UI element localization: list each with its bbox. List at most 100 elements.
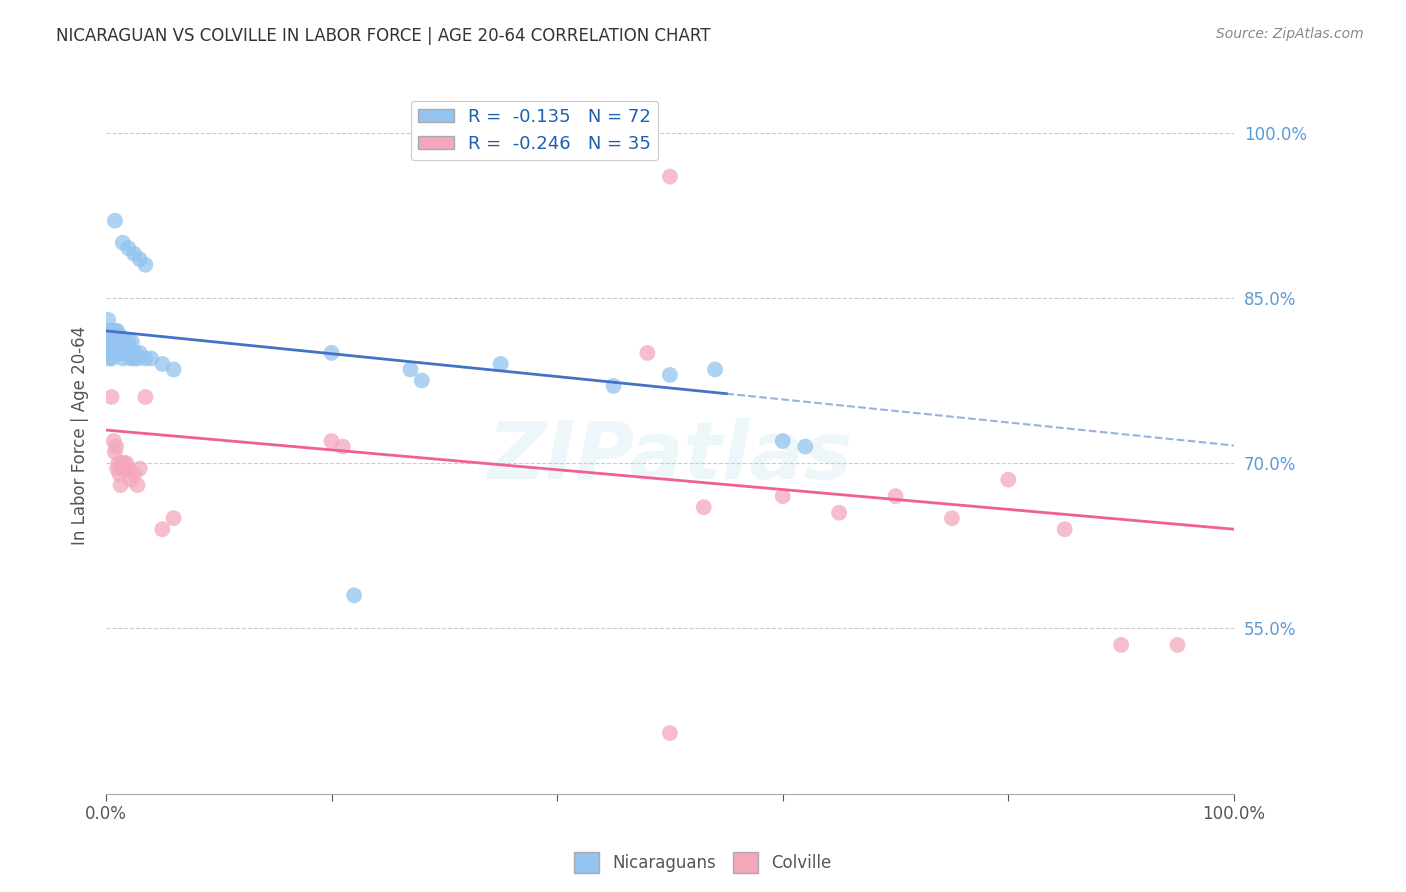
Point [997, 473, 1019, 487]
Point [107, 329, 129, 343]
Point [110, 346, 132, 360]
Point [343, 588, 366, 602]
Point [127, 478, 149, 492]
Point [121, 334, 143, 349]
Point [104, 340, 127, 354]
Point [704, 362, 727, 376]
Point [105, 440, 128, 454]
Point [111, 346, 134, 360]
Point [658, 169, 681, 184]
Point [111, 235, 134, 250]
Point [104, 445, 127, 459]
Point [794, 440, 817, 454]
Point [128, 252, 150, 267]
Point [115, 340, 138, 354]
Point [107, 334, 129, 349]
Point [117, 334, 139, 349]
Point [107, 456, 129, 470]
Point [117, 346, 139, 360]
Point [96, 334, 118, 349]
Point [127, 351, 149, 366]
Point [111, 461, 134, 475]
Point [105, 346, 128, 360]
Point [128, 461, 150, 475]
Point [122, 346, 145, 360]
Point [103, 334, 125, 349]
Point [122, 351, 145, 366]
Point [941, 511, 963, 525]
Point [104, 213, 127, 227]
Point [105, 340, 128, 354]
Point [112, 456, 135, 470]
Point [101, 334, 124, 349]
Text: NICARAGUAN VS COLVILLE IN LABOR FORCE | AGE 20-64 CORRELATION CHART: NICARAGUAN VS COLVILLE IN LABOR FORCE | … [56, 27, 711, 45]
Point [111, 456, 134, 470]
Point [105, 324, 128, 338]
Point [134, 351, 156, 366]
Point [111, 340, 134, 354]
Point [105, 340, 128, 354]
Point [128, 346, 150, 360]
Point [489, 357, 512, 371]
Point [117, 461, 139, 475]
Point [134, 258, 156, 272]
Point [103, 434, 125, 448]
Point [100, 324, 122, 338]
Point [111, 351, 134, 366]
Point [111, 334, 134, 349]
Point [103, 329, 125, 343]
Point [97, 313, 120, 327]
Point [100, 351, 122, 366]
Text: Source: ZipAtlas.com: Source: ZipAtlas.com [1216, 27, 1364, 41]
Point [114, 346, 136, 360]
Point [108, 467, 131, 482]
Point [100, 329, 122, 343]
Point [110, 478, 132, 492]
Point [107, 346, 129, 360]
Point [108, 334, 131, 349]
Point [105, 461, 128, 475]
Point [108, 340, 131, 354]
Point [100, 334, 122, 349]
Point [115, 456, 138, 470]
Point [104, 334, 127, 349]
Point [101, 346, 124, 360]
Point [162, 362, 184, 376]
Point [98, 351, 121, 366]
Point [100, 340, 122, 354]
Point [162, 511, 184, 525]
Point [828, 506, 851, 520]
Point [332, 440, 354, 454]
Point [97, 346, 120, 360]
Point [411, 374, 433, 388]
Point [1053, 522, 1076, 536]
Point [120, 351, 142, 366]
Point [122, 246, 145, 260]
Point [139, 351, 162, 366]
Point [1166, 638, 1188, 652]
Point [114, 461, 136, 475]
Point [120, 473, 142, 487]
Point [150, 522, 173, 536]
Y-axis label: In Labor Force | Age 20-64: In Labor Force | Age 20-64 [72, 326, 89, 545]
Point [884, 489, 907, 503]
Point [658, 726, 681, 740]
Point [105, 329, 128, 343]
Legend: Nicaraguans, Colville: Nicaraguans, Colville [568, 846, 838, 880]
Point [1109, 638, 1132, 652]
Point [772, 434, 794, 448]
Point [321, 434, 343, 448]
Point [98, 329, 121, 343]
Point [399, 362, 422, 376]
Point [100, 390, 122, 404]
Point [602, 379, 624, 393]
Point [100, 346, 122, 360]
Point [112, 334, 135, 349]
Point [104, 324, 127, 338]
Point [772, 489, 794, 503]
Point [110, 329, 132, 343]
Point [321, 346, 343, 360]
Point [105, 334, 128, 349]
Point [117, 241, 139, 255]
Point [122, 467, 145, 482]
